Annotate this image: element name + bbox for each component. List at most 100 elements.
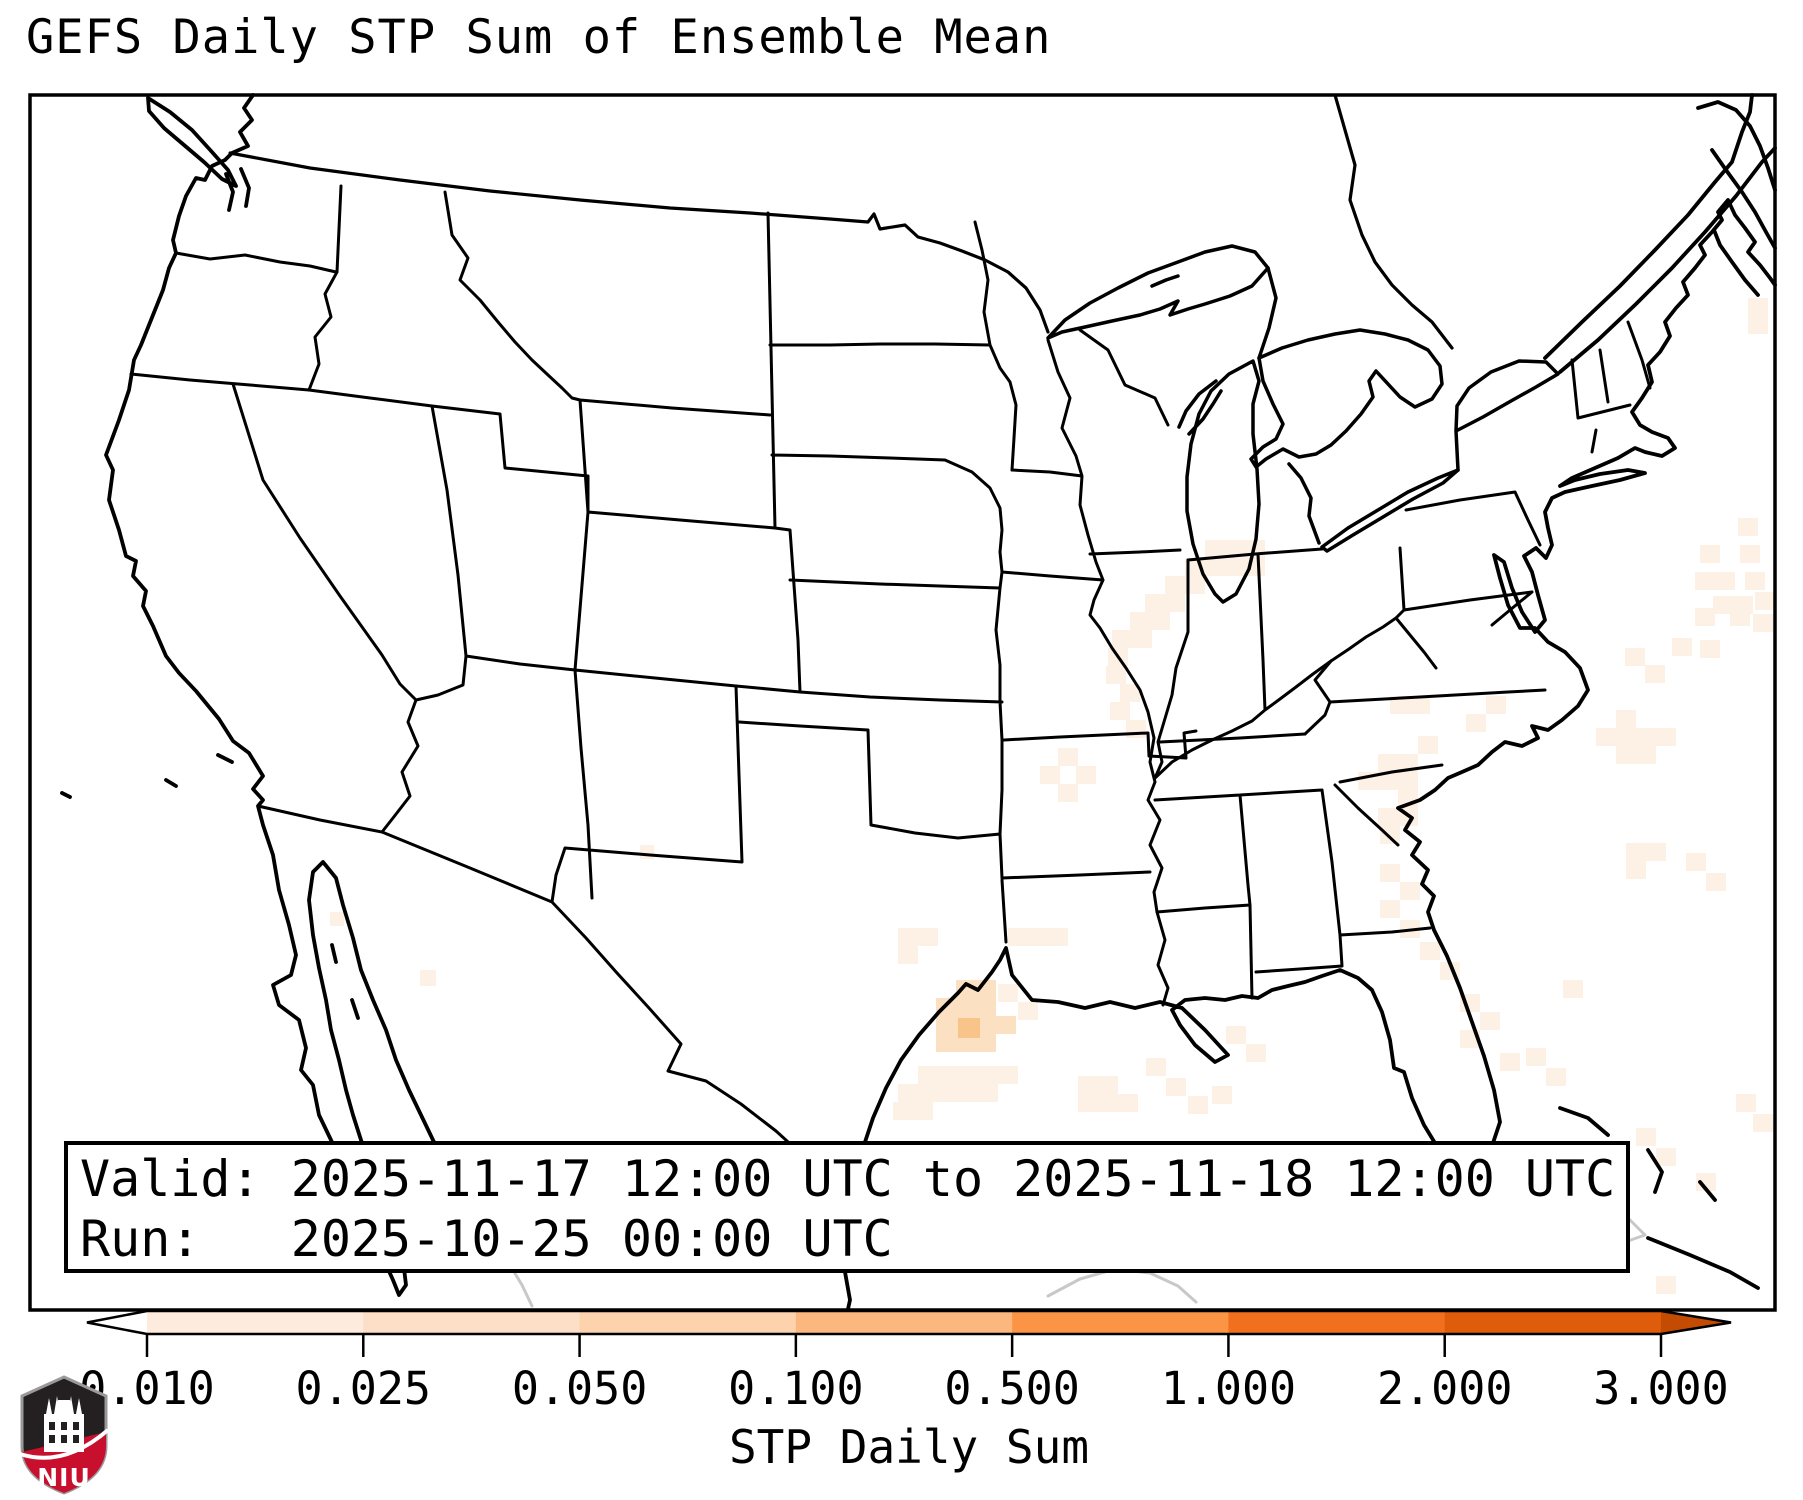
stp-cell <box>1380 900 1400 918</box>
stp-cell <box>1018 1002 1038 1020</box>
stp-cell <box>1225 558 1245 576</box>
colorbar-segment <box>1012 1311 1230 1334</box>
niu-logo-text: NIU <box>37 1463 91 1492</box>
stp-cell <box>956 1034 976 1052</box>
colorbar-tick-label: 0.025 <box>295 1362 432 1415</box>
stp-cell <box>976 1016 996 1034</box>
state-borders-southwest <box>256 668 850 1214</box>
lake-superior <box>1046 244 1270 340</box>
stp-cell <box>1636 1128 1656 1146</box>
stp-cell <box>1616 728 1636 746</box>
stp-cell <box>1700 640 1720 658</box>
colorbar-tick-label: 3.000 <box>1593 1362 1729 1415</box>
stp-cell <box>1738 518 1758 536</box>
colorbar-tick-label: 0.500 <box>944 1362 1080 1415</box>
stp-shading-cells-layer <box>330 298 1775 1294</box>
valid-run-info-box: Valid: 2025-11-17 12:00 UTC to 2025-11-1… <box>64 1141 1630 1273</box>
stp-cell <box>1480 1012 1500 1030</box>
stp-cell <box>1078 1094 1098 1112</box>
stp-cell <box>936 1034 956 1052</box>
stp-cell <box>976 1034 996 1052</box>
stp-cell <box>1165 594 1185 612</box>
stp-cell <box>1695 608 1715 626</box>
state-borders-east <box>1303 320 1652 847</box>
great-lakes-layer <box>1046 244 1560 604</box>
stp-cell <box>1110 702 1130 720</box>
stp-cell <box>1185 576 1205 594</box>
stp-cell <box>1145 594 1165 612</box>
vancouver-island <box>146 96 251 212</box>
stp-cell <box>1645 665 1665 683</box>
map-frame <box>28 93 1777 1312</box>
stp-cell <box>1410 696 1430 714</box>
stp-cell <box>998 984 1018 1002</box>
stp-cell <box>1646 843 1666 861</box>
stp-cell <box>893 1102 913 1120</box>
colorbar-segment <box>579 1311 797 1334</box>
stp-cell <box>1626 843 1646 861</box>
stp-cell <box>1713 596 1733 614</box>
colorbar-tick-label: 0.100 <box>728 1362 864 1415</box>
stp-cell <box>1400 882 1420 900</box>
stp-cell <box>918 928 938 946</box>
coastline-layer <box>60 93 1777 1311</box>
stp-cell <box>1058 748 1078 766</box>
stp-cell <box>956 998 976 1016</box>
stp-cell <box>1656 1276 1676 1294</box>
stp-cell <box>640 845 654 859</box>
stp-cell <box>1656 1148 1676 1166</box>
stp-cell <box>1753 614 1773 632</box>
stp-cell <box>1205 558 1225 576</box>
stp-cell <box>1706 873 1726 891</box>
stp-cell <box>1380 826 1400 844</box>
stp-cell <box>958 1066 978 1084</box>
canada-border-layer <box>228 93 1454 350</box>
stp-cell <box>1048 928 1068 946</box>
lake-erie <box>1320 468 1460 553</box>
stp-cell <box>1596 728 1616 746</box>
run-time-line: Run: 2025-10-25 00:00 UTC <box>80 1210 893 1268</box>
stp-cell <box>1058 784 1078 802</box>
stp-cell <box>1378 808 1398 826</box>
colorbar-segment <box>795 1311 1013 1334</box>
stp-cell <box>918 1066 938 1084</box>
stp-cell <box>1740 545 1760 563</box>
stp-cell <box>1132 630 1152 648</box>
stp-cell <box>998 1066 1018 1084</box>
yucatan-coast-gray <box>1046 1267 1198 1304</box>
stp-cell <box>1546 1068 1566 1086</box>
us-canada-border <box>228 151 1050 334</box>
stp-cell <box>976 998 996 1016</box>
lake-ontario <box>1454 359 1560 472</box>
stp-cell <box>1700 545 1720 563</box>
stp-cell <box>1225 540 1245 558</box>
chart-title: GEFS Daily STP Sum of Ensemble Mean <box>26 10 1052 65</box>
stp-cell <box>1563 980 1583 998</box>
stp-cell <box>420 970 436 986</box>
niu-logo: NIU <box>19 1375 110 1495</box>
stp-cell <box>1672 638 1692 656</box>
stp-cell <box>1755 592 1775 610</box>
colorbar-tick-label: 2.000 <box>1376 1362 1513 1415</box>
nova-scotia-coast <box>1696 100 1777 297</box>
st-lawrence-river <box>1543 93 1777 374</box>
stp-cell <box>1106 666 1126 684</box>
stp-cell <box>1118 1094 1138 1112</box>
stp-cell <box>1028 928 1048 946</box>
stp-cell <box>1390 696 1410 714</box>
stp-cell <box>1753 1114 1773 1132</box>
stp-cell <box>1748 298 1768 316</box>
stp-cell <box>1398 772 1418 790</box>
colorbar-segment <box>1444 1311 1662 1334</box>
stp-cell <box>938 1084 958 1102</box>
stp-cell <box>1188 1096 1208 1114</box>
stp-cell <box>1626 861 1646 879</box>
stp-cell <box>1166 1078 1186 1096</box>
stp-cell <box>1226 1026 1246 1044</box>
stp-cell <box>1420 942 1440 960</box>
stp-cell <box>1418 736 1438 754</box>
stp-cell <box>1078 1076 1098 1094</box>
stp-cell <box>1686 853 1706 871</box>
